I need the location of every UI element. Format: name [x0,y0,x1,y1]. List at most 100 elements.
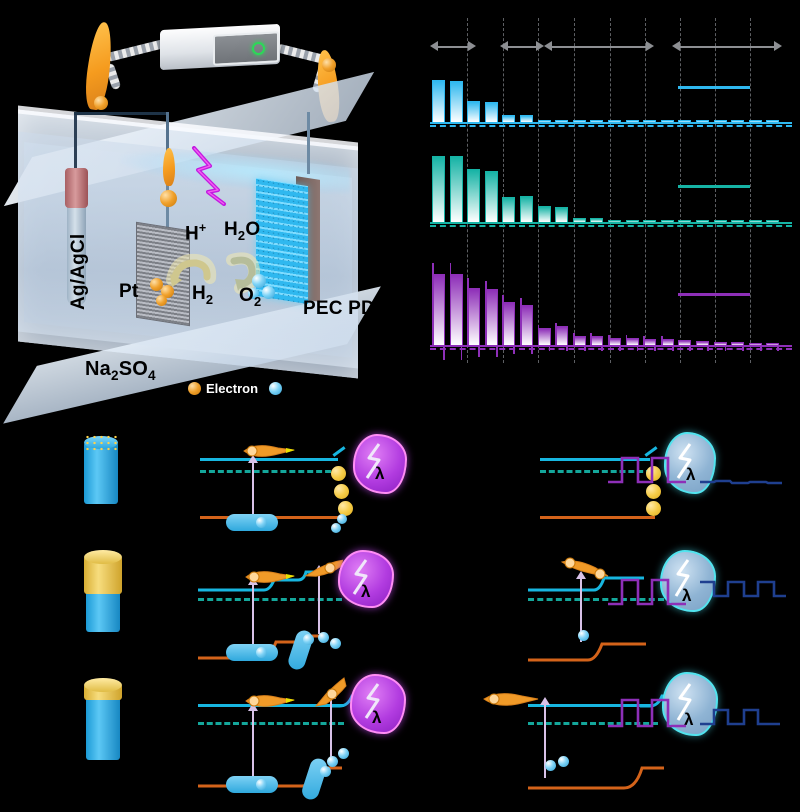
gridline [680,18,681,363]
conduction-band-row-1 [200,458,338,461]
gridline [574,18,575,363]
arrow-head-right-icon [646,41,654,51]
pulse-bar [696,219,709,222]
pulse-bar [555,206,569,222]
lightning-icon-row-1 [365,443,381,479]
pulse-bar [590,218,604,222]
lightning-icon-right-row-1 [676,443,692,479]
fermi-level-row-2 [198,598,342,601]
pulse-bar [467,101,481,122]
undershoot-spike [460,345,463,361]
band-row-2: λ λ [0,548,800,672]
baseline [430,222,792,224]
undershoot-spike [495,345,498,357]
excitation-arrow-left-row-2 [248,577,258,646]
overshoot-spike [555,323,557,345]
arrow-head-left-icon [672,41,680,51]
region-arrow [678,46,776,48]
pulse-bar [520,304,533,345]
pulse-bar [625,219,639,222]
excitation-arrow-left-row-3 [248,703,258,782]
wavelength-symbol-right-row-1: λ [686,465,696,484]
legend-line-trace-blue [678,86,750,89]
pulse-bar [748,119,762,122]
trace-row-teal [430,130,800,230]
wavelength-symbol-right-row-3: λ [684,710,694,729]
overshoot-spike [572,332,575,345]
waveform-violet-row-3 [608,698,686,728]
overshoot-spike [449,262,452,345]
pulse-bar [502,196,516,222]
violet-light-source-row-2 [338,550,394,608]
baseline [430,345,792,347]
water-label-base: H [224,219,238,240]
waveform-violet-row-1 [608,456,686,484]
overshoot-spike [484,280,487,345]
electron-carrier-row-1 [337,514,347,524]
cyan-light-source-row-1 [664,432,716,494]
gold-droplet [163,148,175,186]
pulse-bar [608,119,621,122]
potentiostat-screen [213,31,279,66]
pulse-bar [484,101,498,122]
pulse-bar [537,206,551,222]
oxygen-label-base: O [239,285,254,306]
hole-particle-mid [160,190,177,207]
counter-electrode-label: Pt [119,281,139,302]
fermi-level-right-row-1 [540,470,652,473]
fermi-level-right-row-2 [528,598,664,601]
oxygen-reaction-arrow-icon [226,252,261,294]
pulse-bar [449,81,463,122]
conduction-band-row-2 [198,570,318,592]
pulse-bar [696,341,709,345]
overshoot-spike [432,262,434,345]
baseline-dashed [430,348,792,350]
proton-label-sup: + [198,221,207,235]
arrow-head-right-icon [468,41,476,51]
wavelength-symbol-right-row-2: λ [682,586,692,605]
pulse-bar [432,274,445,345]
hot-electron-icon-right-row-3 [314,677,347,707]
pulse-bar [643,119,657,122]
proton-label-base: H [185,223,199,245]
valence-band-right-row-3 [528,766,664,790]
trace-row-purple [430,233,800,361]
electron-carrier-row-2 [256,647,267,658]
overshoot-spike [625,335,628,345]
electron-pocket-row-2 [226,644,278,661]
electrolyte-label-na: Na [85,358,111,380]
overshoot-spike [502,295,505,345]
gridline [750,18,751,363]
wire-bridge [74,112,169,115]
fermi-level-right-row-3 [528,722,658,725]
reference-electrode-label: Ag/AgCl [68,233,89,310]
pulse-bar [748,342,762,345]
electron-carrier-row-2 [303,634,314,645]
hydrogen-label-sub: 2 [205,291,214,307]
pulse-bar [484,170,498,222]
pulse-bar [449,155,463,222]
excitation-arrow-right-band-row-3 [540,697,550,778]
legend-hole-swatch [188,382,201,395]
oxygen-label-sub: 2 [253,293,262,309]
pulse-bar [572,119,586,122]
proton-particle [150,278,163,291]
valence-band-right-row-1 [540,516,655,519]
pulse-bar [731,119,745,122]
waveform-blue-row-3 [700,708,780,726]
arrow-head-right-icon [774,41,782,51]
pulse-bar [449,274,463,345]
electron-carrier-right-row-3 [558,756,569,767]
pulse-bar [572,218,586,222]
violet-light-source-row-3 [350,674,406,734]
fermi-level-row-1 [200,470,340,473]
region-arrow [550,46,648,48]
pulse-bar [660,219,674,222]
wavelength-symbol-row-1: λ [375,464,385,483]
arrow-head-right-icon [536,41,544,51]
hot-electron-icon-right-band-row-2 [560,557,609,580]
pulse-bar [608,338,621,345]
hole-carrier-right-row-1 [646,484,661,499]
trace-row-blue [430,38,800,130]
pulse-bar [678,119,692,122]
